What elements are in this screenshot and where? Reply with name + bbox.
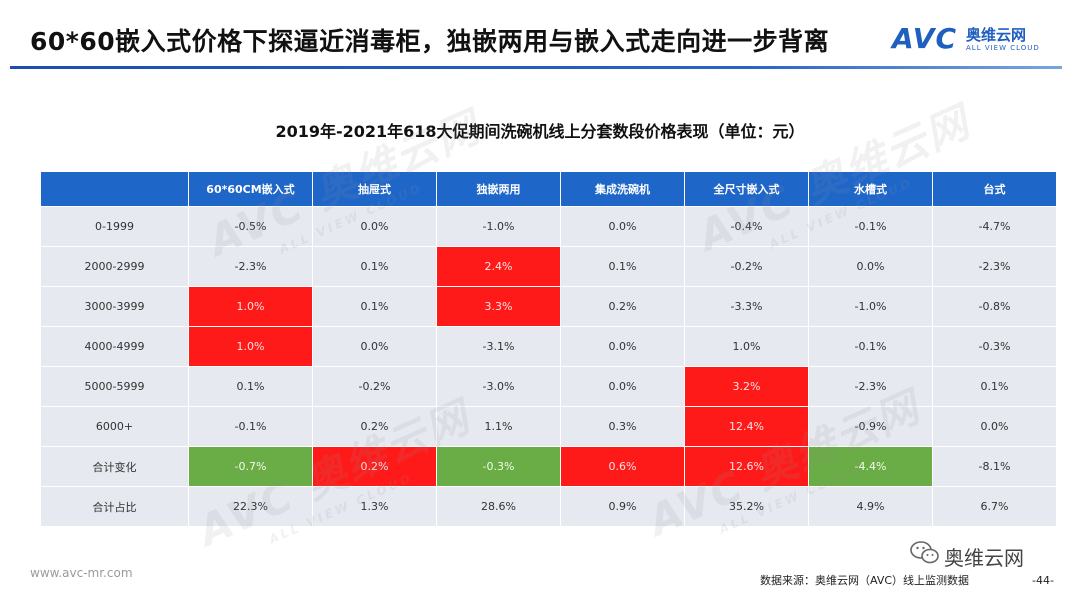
table-cell: -0.2% bbox=[685, 247, 808, 286]
column-header: 水槽式 bbox=[809, 172, 932, 206]
table-cell: 6.7% bbox=[933, 487, 1056, 526]
table-cell: 0.1% bbox=[313, 287, 436, 326]
table-cell: 0.0% bbox=[561, 207, 684, 246]
logo-english-name: ALL VIEW CLOUD bbox=[966, 44, 1040, 52]
table-cell: -0.2% bbox=[313, 367, 436, 406]
page-title: 60*60嵌入式价格下探逼近消毒柜，独嵌两用与嵌入式走向进一步背离 bbox=[30, 27, 830, 56]
table-cell: -0.4% bbox=[685, 207, 808, 246]
table-cell: 0.0% bbox=[313, 207, 436, 246]
table-cell: 35.2% bbox=[685, 487, 808, 526]
table-cell: -1.0% bbox=[809, 287, 932, 326]
table-cell: 0.1% bbox=[561, 247, 684, 286]
website-url: www.avc-mr.com bbox=[30, 566, 133, 580]
table-caption: 2019年-2021年618大促期间洗碗机线上分套数段价格表现（单位：元） bbox=[275, 122, 805, 141]
table-cell: 0.2% bbox=[561, 287, 684, 326]
row-label: 0-1999 bbox=[41, 207, 188, 246]
table-cell: -0.9% bbox=[809, 407, 932, 446]
table-cell: 0.1% bbox=[189, 367, 312, 406]
row-label: 4000-4999 bbox=[41, 327, 188, 366]
table-cell: -0.8% bbox=[933, 287, 1056, 326]
table-cell: 22.3% bbox=[189, 487, 312, 526]
table-cell: 3.2% bbox=[685, 367, 808, 406]
table-header-row: 60*60CM嵌入式 抽屉式 独嵌两用 集成洗碗机 全尺寸嵌入式 水槽式 台式 bbox=[41, 172, 1056, 206]
table-cell: -3.3% bbox=[685, 287, 808, 326]
table-cell: 0.6% bbox=[561, 447, 684, 486]
table-cell: 0.0% bbox=[561, 367, 684, 406]
table-cell: -0.7% bbox=[189, 447, 312, 486]
table-cell: -0.1% bbox=[809, 327, 932, 366]
table-cell: -8.1% bbox=[933, 447, 1056, 486]
row-label: 3000-3999 bbox=[41, 287, 188, 326]
table-cell: 0.3% bbox=[561, 407, 684, 446]
column-header: 独嵌两用 bbox=[437, 172, 560, 206]
wechat-name: 奥维云网 bbox=[944, 546, 1024, 570]
table-row: 5000-5999 0.1% -0.2% -3.0% 0.0% 3.2% -2.3% 0.1% bbox=[41, 367, 1056, 406]
avc-logo: AVC 奥维云网 ALL VIEW CLOUD bbox=[892, 22, 1062, 58]
table-row: 合计变化 -0.7% 0.2% -0.3% 0.6% 12.6% -4.4% -8.1% bbox=[41, 447, 1056, 486]
table-row: 6000+ -0.1% 0.2% 1.1% 0.3% 12.4% -0.9% 0.0% bbox=[41, 407, 1056, 446]
title-divider bbox=[10, 66, 1062, 69]
table-cell: 1.0% bbox=[189, 287, 312, 326]
table-cell: -0.3% bbox=[933, 327, 1056, 366]
table-cell: -1.0% bbox=[437, 207, 560, 246]
table-cell: -0.3% bbox=[437, 447, 560, 486]
column-header: 台式 bbox=[933, 172, 1056, 206]
logo-mark: AVC bbox=[892, 22, 957, 55]
table-cell: 12.4% bbox=[685, 407, 808, 446]
table-cell: -4.7% bbox=[933, 207, 1056, 246]
table-row: 2000-2999 -2.3% 0.1% 2.4% 0.1% -0.2% 0.0% -2.3% bbox=[41, 247, 1056, 286]
row-label: 合计变化 bbox=[41, 447, 188, 486]
row-label: 2000-2999 bbox=[41, 247, 188, 286]
table-row: 0-1999 -0.5% 0.0% -1.0% 0.0% -0.4% -0.1% -4.7% bbox=[41, 207, 1056, 246]
table-cell: -4.4% bbox=[809, 447, 932, 486]
row-label: 5000-5999 bbox=[41, 367, 188, 406]
table-row: 4000-4999 1.0% 0.0% -3.1% 0.0% 1.0% -0.1% -0.3% bbox=[41, 327, 1056, 366]
table-cell: -0.5% bbox=[189, 207, 312, 246]
header-corner bbox=[41, 172, 188, 206]
row-label: 合计占比 bbox=[41, 487, 188, 526]
table-cell: 3.3% bbox=[437, 287, 560, 326]
table-cell: 1.1% bbox=[437, 407, 560, 446]
table-cell: 12.6% bbox=[685, 447, 808, 486]
table-row: 3000-3999 1.0% 0.1% 3.3% 0.2% -3.3% -1.0% -0.8% bbox=[41, 287, 1056, 326]
table-cell: 0.1% bbox=[313, 247, 436, 286]
column-header: 抽屉式 bbox=[313, 172, 436, 206]
column-header: 全尺寸嵌入式 bbox=[685, 172, 808, 206]
table-cell: 0.0% bbox=[561, 327, 684, 366]
table-cell: -2.3% bbox=[933, 247, 1056, 286]
logo-chinese-name: 奥维云网 bbox=[966, 26, 1027, 44]
column-header: 集成洗碗机 bbox=[561, 172, 684, 206]
table-cell: 1.3% bbox=[313, 487, 436, 526]
table-cell: 0.2% bbox=[313, 447, 436, 486]
table-row: 合计占比 22.3% 1.3% 28.6% 0.9% 35.2% 4.9% 6.7% bbox=[41, 487, 1056, 526]
table-cell: -2.3% bbox=[189, 247, 312, 286]
table-cell: -3.0% bbox=[437, 367, 560, 406]
table-cell: 0.0% bbox=[933, 407, 1056, 446]
table-cell: -2.3% bbox=[809, 367, 932, 406]
price-table: 60*60CM嵌入式 抽屉式 独嵌两用 集成洗碗机 全尺寸嵌入式 水槽式 台式 0-1999… bbox=[40, 171, 1057, 527]
table-cell: 4.9% bbox=[809, 487, 932, 526]
table-cell: -0.1% bbox=[189, 407, 312, 446]
row-label: 6000+ bbox=[41, 407, 188, 446]
data-source: 数据来源：奥维云网（AVC）线上监测数据 bbox=[760, 574, 970, 587]
wechat-account: 奥维云网 bbox=[910, 540, 1070, 570]
table-cell: 0.1% bbox=[933, 367, 1056, 406]
table-cell: 1.0% bbox=[685, 327, 808, 366]
table-cell: -0.1% bbox=[809, 207, 932, 246]
table-cell: 1.0% bbox=[189, 327, 312, 366]
table-cell: 2.4% bbox=[437, 247, 560, 286]
table-cell: 0.9% bbox=[561, 487, 684, 526]
table-cell: 0.2% bbox=[313, 407, 436, 446]
wechat-icon bbox=[910, 541, 939, 564]
table-cell: 0.0% bbox=[809, 247, 932, 286]
column-header: 60*60CM嵌入式 bbox=[189, 172, 312, 206]
table-cell: -3.1% bbox=[437, 327, 560, 366]
page-number: -44- bbox=[1032, 574, 1054, 587]
table-cell: 0.0% bbox=[313, 327, 436, 366]
table-cell: 28.6% bbox=[437, 487, 560, 526]
